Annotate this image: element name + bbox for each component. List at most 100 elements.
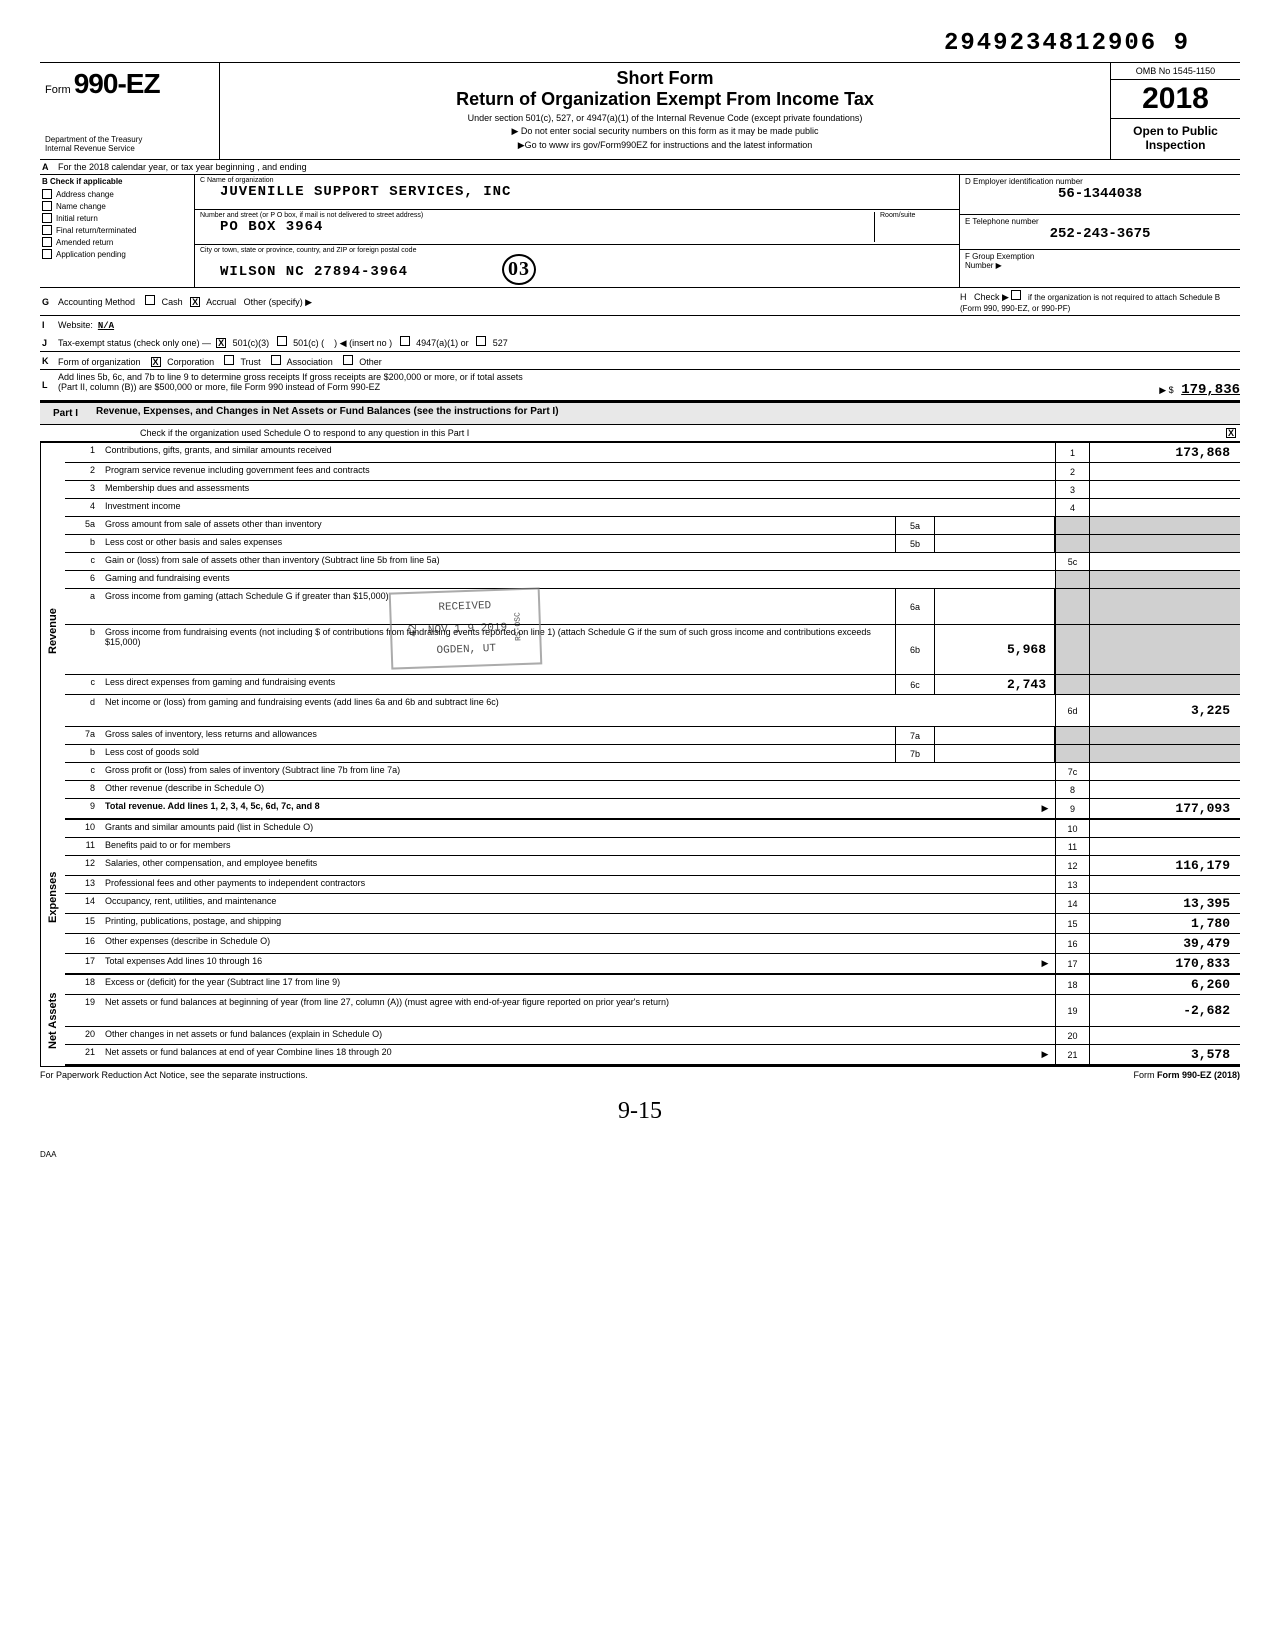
row-mid-num: 6c xyxy=(895,675,935,694)
group-exempt-number: Number ▶ xyxy=(965,261,1235,270)
city-label: City or town, state or province, country… xyxy=(200,247,954,254)
cb-name-change[interactable]: Name change xyxy=(40,200,194,212)
column-b: B Check if applicable Address change Nam… xyxy=(40,175,195,287)
row-desc: Gaming and fundraising events xyxy=(100,571,1055,588)
group-exempt-row: F Group Exemption Number ▶ xyxy=(960,250,1240,285)
row-num: 20 xyxy=(1055,1027,1090,1044)
row-desc: Total expenses Add lines 10 through 16 xyxy=(100,954,1035,973)
org-name-label: C Name of organization xyxy=(200,177,954,184)
accounting-method: Accounting Method Cash X Accrual Other (… xyxy=(58,295,960,308)
line-l: L Add lines 5b, 6c, and 7b to line 9 to … xyxy=(40,370,1240,401)
row-mid-num: 6a xyxy=(895,589,935,624)
cb-schedule-b[interactable] xyxy=(1011,290,1021,300)
row-num: 18 xyxy=(1055,975,1090,994)
row-val: 13,395 xyxy=(1090,894,1240,913)
row-5b: b Less cost or other basis and sales exp… xyxy=(65,535,1240,553)
cb-final-return[interactable]: Final return/terminated xyxy=(40,224,194,236)
row-14: 14 Occupancy, rent, utilities, and maint… xyxy=(65,894,1240,914)
line-g-h: G Accounting Method Cash X Accrual Other… xyxy=(40,288,1240,316)
opt-4947: 4947(a)(1) or xyxy=(416,338,469,348)
signature-area: 9-15 xyxy=(40,1098,1240,1125)
row-8: 8 Other revenue (describe in Schedule O)… xyxy=(65,781,1240,799)
cb-501c3[interactable]: X xyxy=(216,338,226,348)
letter-a: A xyxy=(40,162,58,172)
row-mid-num: 5a xyxy=(895,517,935,534)
row-mid-num: 7b xyxy=(895,745,935,762)
row-18: 18 Excess or (deficit) for the year (Sub… xyxy=(65,975,1240,995)
row-6b: b Gross income from fundraising events (… xyxy=(65,625,1240,675)
row-desc: Benefits paid to or for members xyxy=(100,838,1055,855)
cb-label: Application pending xyxy=(56,250,126,259)
row-desc: Professional fees and other payments to … xyxy=(100,876,1055,893)
row-val: 6,260 xyxy=(1090,975,1240,994)
shaded-cell xyxy=(1090,589,1240,624)
footer-left: For Paperwork Reduction Act Notice, see … xyxy=(40,1070,308,1080)
footer-right: Form Form 990-EZ (2018) xyxy=(1133,1070,1240,1080)
gross-receipts-value: 179,836 xyxy=(1181,382,1240,398)
row-desc: Total revenue. Add lines 1, 2, 3, 4, 5c,… xyxy=(105,801,320,811)
line-h: H Check ▶ if the organization is not req… xyxy=(960,290,1240,313)
row-20: 20 Other changes in net assets or fund b… xyxy=(65,1027,1240,1045)
revenue-body: 1 Contributions, gifts, grants, and simi… xyxy=(65,443,1240,820)
arrow-icon: ▶ xyxy=(1035,799,1055,818)
part-1-header: Part I Revenue, Expenses, and Changes in… xyxy=(40,401,1240,425)
row-val xyxy=(1090,463,1240,480)
cb-trust[interactable] xyxy=(224,355,234,365)
cb-501c[interactable] xyxy=(277,336,287,346)
city-row: City or town, state or province, country… xyxy=(195,245,959,287)
row-num: 6d xyxy=(1055,695,1090,726)
revenue-section: Revenue 1 Contributions, gifts, grants, … xyxy=(40,443,1240,820)
street-label: Number and street (or P O box, if mail i… xyxy=(200,212,874,219)
row-desc: Occupancy, rent, utilities, and maintena… xyxy=(100,894,1055,913)
row-desc: Grants and similar amounts paid (list in… xyxy=(100,820,1055,837)
cb-pending[interactable]: Application pending xyxy=(40,248,194,260)
accrual-label: Accrual xyxy=(206,297,236,307)
line-a: A For the 2018 calendar year, or tax yea… xyxy=(40,160,1240,175)
row-6a: a Gross income from gaming (attach Sched… xyxy=(65,589,1240,625)
shaded-cell xyxy=(1055,589,1090,624)
row-val: 39,479 xyxy=(1090,934,1240,953)
row-num: 2 xyxy=(1055,463,1090,480)
row-num: 12 xyxy=(1055,856,1090,875)
netassets-side-label: Net Assets xyxy=(40,975,65,1066)
row-2: 2 Program service revenue including gove… xyxy=(65,463,1240,481)
part-1-label: Part I xyxy=(45,406,86,421)
open-public-label: Open to Public Inspection xyxy=(1111,119,1240,157)
row-num: 7c xyxy=(1055,763,1090,780)
row-num: 17 xyxy=(1055,954,1090,973)
cb-other-org[interactable] xyxy=(343,355,353,365)
row-num: 16 xyxy=(1055,934,1090,953)
cb-cash[interactable] xyxy=(145,295,155,305)
cb-accrual[interactable]: X xyxy=(190,297,200,307)
footer-form: Form 990-EZ (2018) xyxy=(1157,1070,1240,1080)
row-val: 173,868 xyxy=(1090,443,1240,462)
cb-address-change[interactable]: Address change xyxy=(40,188,194,200)
shaded-cell xyxy=(1055,571,1090,588)
row-desc: Salaries, other compensation, and employ… xyxy=(100,856,1055,875)
expenses-section: Expenses 10 Grants and similar amounts p… xyxy=(40,820,1240,975)
received-stamp: RECEIVED 42 NOV 1 9 2019 RS-OSC OGDEN, U… xyxy=(389,587,543,670)
cb-initial-return[interactable]: Initial return xyxy=(40,212,194,224)
row-val xyxy=(1090,1027,1240,1044)
omb-number: OMB No 1545-1150 xyxy=(1111,63,1240,80)
other-org-label: Other xyxy=(359,357,382,367)
row-val xyxy=(1090,553,1240,570)
expenses-side-label: Expenses xyxy=(40,820,65,975)
cb-schedule-o[interactable]: X xyxy=(1226,428,1236,438)
line-k: K Form of organization X Corporation Tru… xyxy=(40,352,1240,370)
row-num: 14 xyxy=(1055,894,1090,913)
row-num: 5c xyxy=(1055,553,1090,570)
column-c: C Name of organization JUVENILLE SUPPORT… xyxy=(195,175,960,287)
cb-amended[interactable]: Amended return xyxy=(40,236,194,248)
department-text: Department of the Treasury Internal Reve… xyxy=(45,136,214,154)
arrow-icon: ▶ xyxy=(1035,1045,1055,1064)
cb-label: Name change xyxy=(56,202,106,211)
row-4: 4 Investment income 4 xyxy=(65,499,1240,517)
cb-527[interactable] xyxy=(476,336,486,346)
form-number: Form 990-EZ xyxy=(45,68,214,100)
row-9: 9 Total revenue. Add lines 1, 2, 3, 4, 5… xyxy=(65,799,1240,820)
ein-value: 56-1344038 xyxy=(965,186,1235,202)
cb-4947[interactable] xyxy=(400,336,410,346)
cb-assoc[interactable] xyxy=(271,355,281,365)
cb-corp[interactable]: X xyxy=(151,357,161,367)
